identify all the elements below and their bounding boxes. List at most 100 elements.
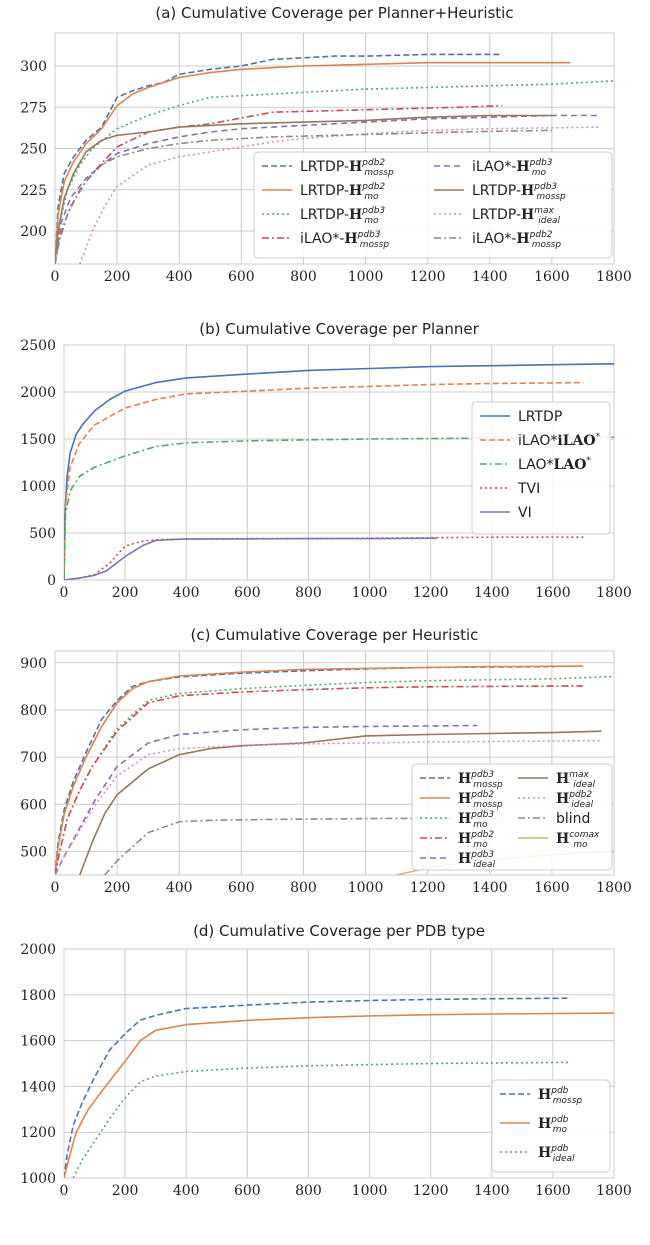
legend-label: iLAO*-Hpdb3 mo [472,158,553,178]
plot-frame [63,948,615,1179]
x-tick-label: 1200 [410,880,446,896]
x-tick-label: 1200 [413,585,449,601]
x-tick-label: 0 [51,269,60,285]
x-tick-label: 1000 [348,880,384,896]
legend-label: VI [518,505,532,521]
series-line-1 [55,665,556,875]
legend-sup: pdb [550,1115,568,1125]
series-line-5 [55,724,478,875]
legend-symbol: H [538,1087,551,1103]
y-tick-label: 500 [20,844,47,860]
legend-label: LRTDP-Hmax ideal [472,206,561,226]
legend-sup: pdb2 [529,230,553,240]
y-tick-label: 1800 [20,988,56,1004]
legend-sub: ideal [573,780,595,790]
legend-symbol: H [344,231,357,247]
x-tick-label: 0 [60,585,69,601]
legend-label: iLAO*iLAO* [518,432,601,449]
chart-panel-4: (d) Cumulative Coverage per PDB type 0 200… [20,922,631,1199]
y-tick-label: 800 [20,703,47,719]
series-line-4 [64,536,584,580]
x-tick-label: 800 [290,269,317,285]
x-tick-label: 1600 [534,269,570,285]
legend-symbol: H [556,771,569,787]
y-tick-label: 2000 [20,942,56,958]
x-tick-label: 600 [228,880,255,896]
legend-name: LRTDP- [472,207,521,223]
legend-symbol: H [349,207,362,223]
series-line-5 [64,537,437,580]
x-tick-label: 200 [104,880,131,896]
legend-symbol: H [458,791,471,807]
y-tick-label: 250 [20,142,47,158]
legend-box [491,1079,611,1173]
y-tick-label: 500 [29,526,56,542]
chart-panel-1: (a) Cumulative Coverage per Planner+Heur… [20,4,632,285]
legend-box [253,151,613,259]
y-tick-label: 1500 [20,432,56,448]
x-tick-label: 1000 [352,1183,388,1199]
legend-sub: ideal [571,800,593,810]
legend-sub: mo [473,820,488,830]
legend-label: Hpdb mossp [538,1086,582,1106]
x-tick-label: 600 [234,1183,261,1199]
legend-sup: max [569,770,589,780]
legend-sub: mossp [364,168,394,178]
legend-label: LRTDP-Hpdb3 mossp [472,182,566,202]
series-line-2 [55,665,583,875]
legend-symbol: LAO [553,457,586,473]
legend-sub: mossp [473,800,503,810]
y-tick-label: 300 [20,59,47,75]
legend-sub: mo [532,168,547,178]
y-tick-label: 1000 [20,1171,56,1187]
legend-name: iLAO* [518,433,557,449]
x-tick-label: 1200 [413,1183,449,1199]
legend-label: Hpdb3 mo [458,810,494,830]
y-tick-label: 2500 [20,338,56,354]
legend-name: LRTDP- [300,183,349,199]
legend-label: Hpdb2 mo [458,830,494,850]
legend-label: LRTDP-Hpdb2 mossp [300,158,394,178]
y-tick-label: 1200 [20,1125,56,1141]
series-line-2 [64,381,584,580]
legend-label: Hpdb3 ideal [458,850,496,870]
x-tick-label: 1600 [535,585,571,601]
legend-name: blind [556,811,590,827]
x-tick-label: 1800 [596,269,632,285]
series-line-8 [55,129,552,264]
chart-panel-2: (b) Cumulative Coverage per Planner 0 200 4… [20,320,631,601]
legend-symbol: H [349,159,362,175]
legend-label: iLAO*-Hpdb3 mossp [300,230,389,250]
y-tick-label: 275 [20,100,47,116]
series-line-6 [55,114,552,264]
x-tick-label: 1600 [534,880,570,896]
x-tick-label: 1800 [596,880,632,896]
x-tick-label: 600 [228,269,255,285]
legend-sub: mo [573,840,588,850]
y-tick-label: 1400 [20,1079,56,1095]
x-tick-label: 1400 [474,1183,510,1199]
x-tick-label: 800 [295,585,322,601]
chart-panel-3: (c) Cumulative Coverage per Heuristic 0 20… [20,626,632,896]
legend-sup: pdb3 [470,850,494,860]
x-tick-label: 400 [166,269,193,285]
legend-symbol: H [521,183,534,199]
legend-sub: mo [364,192,379,202]
legend-sub: ideal [473,860,495,870]
legend-name: LRTDP- [472,183,521,199]
legend-label: LAO*LAO* [518,456,591,473]
series-line-2 [64,1012,614,1178]
legend-sub: ideal [538,216,560,226]
legend-sub: mossp [473,780,503,790]
legend-sup: pdb2 [470,790,494,800]
legend-name: TVI [517,481,540,497]
legend-sup: pdb2 [361,182,385,192]
series-group [55,53,614,264]
x-tick-label: 400 [173,585,200,601]
series-group [64,997,614,1178]
legend-sup: pdb [550,1086,568,1096]
y-tick-label: 600 [20,797,47,813]
legend-sup: pdb2 [470,830,494,840]
